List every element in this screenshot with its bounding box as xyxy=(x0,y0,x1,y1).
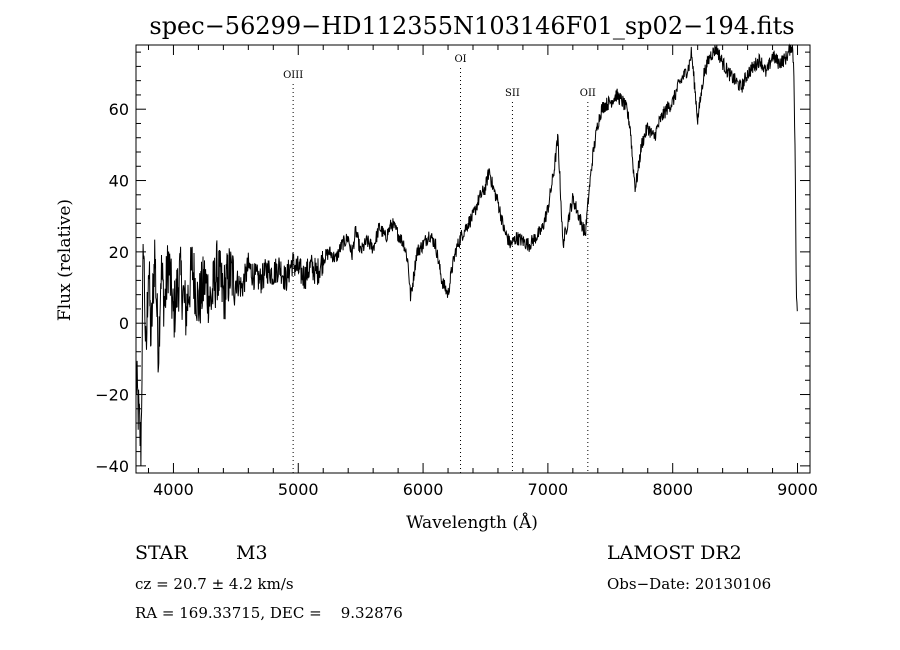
y-axis: −40 −20 0 20 40 60 xyxy=(95,51,810,476)
marker-label: OII xyxy=(580,88,596,99)
y-tick-label: −20 xyxy=(95,386,129,405)
marker-label: SII xyxy=(505,88,520,99)
spectrum-line xyxy=(135,43,798,467)
x-tick-label: 8000 xyxy=(652,480,693,499)
redshift-velocity: cz = 20.7 ± 4.2 km/s xyxy=(135,575,294,593)
x-tick-label: 7000 xyxy=(528,480,569,499)
marker-label: OI xyxy=(454,54,466,65)
x-tick-label: 4000 xyxy=(153,480,194,499)
plot-border xyxy=(135,44,811,474)
observation-date: Obs−Date: 20130106 xyxy=(607,575,772,593)
y-tick-label: 40 xyxy=(109,172,129,191)
y-tick-label: −40 xyxy=(95,457,129,476)
survey-name: LAMOST DR2 xyxy=(607,542,742,564)
x-axis: 4000 5000 6000 7000 8000 9000 xyxy=(147,45,818,499)
x-tick-label: 9000 xyxy=(777,480,818,499)
object-class: STAR xyxy=(135,542,188,564)
y-axis-label: Flux (relative) xyxy=(55,199,75,321)
x-tick-label: 5000 xyxy=(278,480,319,499)
chart-title: spec−56299−HD112355N103146F01_sp02−194.f… xyxy=(149,12,794,40)
emission-line-markers: OIII OI OII SII xyxy=(283,54,596,473)
object-subclass: M3 xyxy=(236,542,268,564)
x-axis-label: Wavelength (Å) xyxy=(406,512,538,533)
y-tick-label: 20 xyxy=(109,243,129,262)
marker-label: OIII xyxy=(283,70,303,81)
x-tick-label: 6000 xyxy=(403,480,444,499)
coordinates: RA = 169.33715, DEC = 9.32876 xyxy=(135,604,403,622)
y-tick-label: 0 xyxy=(119,314,129,333)
plot-frame xyxy=(135,44,811,474)
y-tick-label: 60 xyxy=(109,100,129,119)
